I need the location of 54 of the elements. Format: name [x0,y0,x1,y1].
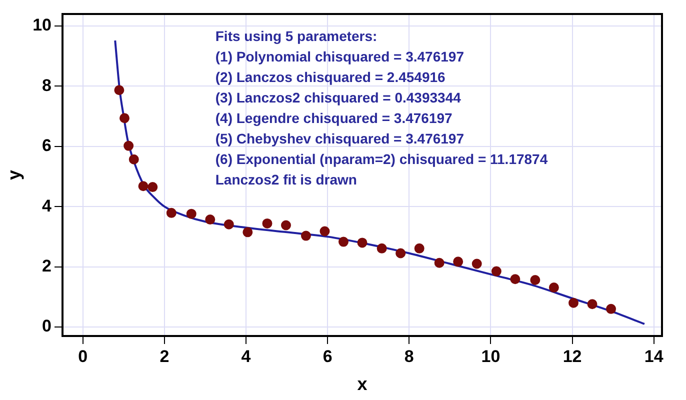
point [300,230,311,241]
point [166,208,176,218]
point [205,214,216,225]
point [357,238,368,248]
point [606,304,616,314]
point [186,208,196,219]
annotation: (6) Exponential (nparam=2) chisquared = 11.17874 [215,150,548,167]
point [548,282,559,293]
point [280,220,291,230]
point [472,258,482,269]
y-tick-label: 4 [42,196,52,216]
point [242,227,253,238]
point [491,266,502,276]
point [320,226,330,236]
y-tick-label: 8 [42,76,52,95]
point [434,258,444,268]
x-tick-label: 10 [481,346,500,366]
point [128,154,139,164]
point [262,218,272,228]
annotation: (3) Lanczos2 chisquared = 0.4393344 [215,89,462,106]
annotation: (2) Lanczos chisquared = 2.454916 [215,68,446,85]
point [414,243,424,254]
annotation: (1) Polynomial chisquared = 3.476197 [215,48,464,64]
x-tick-label: 4 [241,346,252,366]
annotation: (5) Chebyshev chisquared = 3.476197 [215,130,464,146]
x-tick-label: 0 [78,346,88,366]
y-axis-title: y [4,170,24,180]
point [148,182,158,192]
annotation: (4) Legendre chisquared = 3.476197 [215,110,453,126]
point [124,140,134,151]
x-tick-label: 12 [562,346,582,366]
x-axis-title: x [357,374,368,394]
x-tick-label: 2 [160,346,170,366]
y-tick-label: 6 [42,136,52,156]
point [530,275,540,286]
x-tick-label: 8 [404,346,414,366]
point [338,236,348,247]
point [453,256,464,267]
x-tick-label: 14 [644,346,664,366]
point [376,243,387,254]
point [587,299,598,310]
annotation: Fits using 5 parameters: [215,28,378,44]
point [224,219,234,230]
point [510,274,520,284]
point [138,181,148,192]
point [120,113,130,124]
point [114,85,124,96]
x-tick-label: 6 [322,346,332,366]
y-tick-label: 0 [42,316,52,336]
annotation: Lanczos2 fit is drawn [215,171,357,188]
y-tick-label: 10 [32,16,52,35]
point [396,248,406,258]
y-tick-label: 2 [42,256,52,276]
point [568,298,579,308]
